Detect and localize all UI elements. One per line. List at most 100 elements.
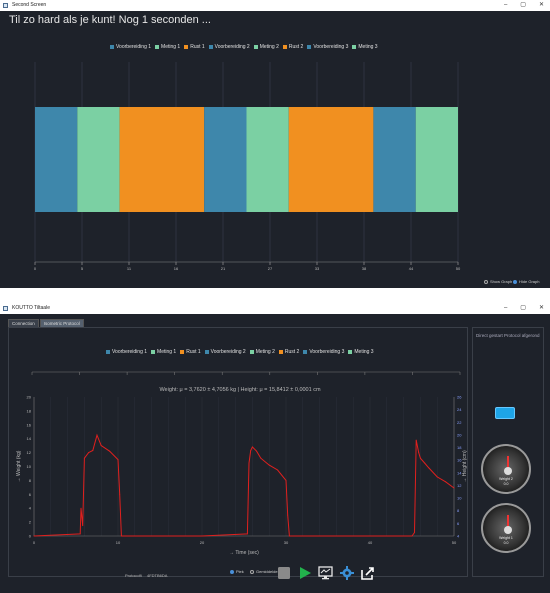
timeline-segment: [415, 107, 458, 212]
x-axis-label: → Time (sec): [229, 550, 259, 556]
settings-button[interactable]: [339, 565, 354, 580]
gear-icon: [339, 565, 354, 580]
data-point: [92, 450, 94, 452]
y-right-tick-label: 12: [457, 483, 462, 488]
app-icon: [3, 3, 8, 8]
legend-swatch: [348, 350, 353, 354]
legend-swatch: [307, 45, 312, 49]
legend-item: Voorbereiding 2: [204, 349, 246, 355]
x-tick-label: 40: [368, 540, 373, 545]
gauge-needle: [507, 456, 509, 470]
gauge-needle: [507, 515, 509, 529]
legend-label: Rust 1: [190, 44, 205, 50]
legend-label: Meting 1: [161, 44, 181, 50]
data-point: [415, 439, 417, 441]
show-graph-option[interactable]: Show Graph: [484, 279, 512, 284]
data-point: [436, 476, 438, 478]
data-point: [285, 479, 287, 481]
legend-label: Voorbereiding 1: [116, 44, 152, 50]
second-screen-window: Second Screen – ▢ ✕ Til zo hard als je k…: [0, 0, 550, 288]
data-point: [453, 487, 455, 489]
gauge-knob: [504, 526, 512, 534]
legend-swatch: [151, 350, 156, 354]
peak-option[interactable]: Piek: [230, 569, 244, 574]
data-point: [82, 525, 84, 527]
y-right-tick-label: 18: [457, 445, 462, 450]
maximize-icon[interactable]: ▢: [520, 305, 526, 311]
y-right-tick-label: 26: [457, 395, 462, 400]
legend-item: Rust 2: [282, 44, 303, 50]
legend-label: Rust 1: [186, 349, 201, 355]
y-right-tick-label: 10: [457, 496, 462, 501]
data-point: [201, 535, 203, 537]
legend-label: Meting 1: [157, 349, 177, 355]
gauge-label: Weight 1: [499, 536, 513, 540]
legend-swatch: [204, 350, 209, 354]
y-axis-label: → Weight (kg): [16, 450, 22, 482]
play-button[interactable]: [297, 565, 312, 580]
timeline-segment: [373, 107, 416, 212]
y-right-tick-label: 24: [457, 407, 462, 412]
screen-button[interactable]: [318, 565, 333, 580]
close-icon[interactable]: ✕: [538, 305, 544, 311]
title-bar[interactable]: KOUTTO Tiltaale – ▢ ✕: [0, 303, 550, 314]
x-tick-label: 0: [34, 266, 37, 271]
legend-item: Voorbereiding 2: [208, 44, 250, 50]
legend-label: Voorbereiding 3: [309, 349, 345, 355]
legend-swatch: [249, 350, 254, 354]
x-tick-label: 5: [81, 266, 84, 271]
legend-item: Meting 2: [253, 44, 279, 50]
data-point: [246, 533, 248, 535]
window-title: KOUTTO Tiltaale: [12, 305, 50, 311]
legend-item: Voorbereiding 1: [110, 44, 151, 50]
instruction-heading: Til zo hard als je kunt! Nog 1 seconden …: [9, 14, 211, 26]
peak-radio[interactable]: [230, 569, 234, 574]
connect-button[interactable]: [495, 407, 515, 419]
average-option[interactable]: Gemiddelde: [250, 569, 278, 574]
data-point: [288, 535, 290, 537]
legend-label: Rust 2: [284, 349, 300, 355]
legend-label: Meting 2: [259, 44, 279, 50]
legend-swatch: [106, 350, 110, 354]
hide-graph-radio[interactable]: [513, 279, 517, 284]
timeline-segment: [35, 107, 78, 212]
y-tick-label: 2: [29, 520, 32, 525]
legend-item: Meting 1: [155, 44, 180, 50]
y-right-tick-label: 8: [457, 508, 460, 513]
gauge-label: Weight 2: [499, 477, 513, 481]
y-tick-label: 4: [29, 506, 32, 511]
minimize-icon[interactable]: –: [503, 2, 508, 8]
data-point: [119, 493, 121, 495]
close-icon[interactable]: ✕: [538, 2, 544, 8]
measurement-chart: Weight: μ = 3,7620 ± 4,7056 kg | Height:…: [16, 371, 468, 556]
x-tick-label: 27: [268, 266, 273, 271]
data-point: [33, 535, 35, 537]
maximize-icon[interactable]: ▢: [520, 2, 526, 8]
data-point: [428, 467, 430, 469]
x-tick-label: 11: [127, 266, 132, 271]
data-point: [120, 535, 122, 537]
data-point: [109, 450, 111, 452]
title-bar[interactable]: Second Screen – ▢ ✕: [0, 0, 550, 11]
export-icon: [360, 566, 374, 580]
protocol-status-note: Direct gestart Protocol afgerond: [476, 333, 540, 338]
weight-gauge-1: Weight 1 0.0: [481, 503, 531, 553]
legend-item: Rust 1: [180, 349, 201, 355]
legend-label: Voorbereiding 2: [210, 349, 246, 355]
average-label: Gemiddelde: [256, 569, 278, 574]
show-graph-radio[interactable]: [484, 279, 488, 284]
legend-swatch: [184, 45, 189, 49]
data-point: [419, 457, 421, 459]
stop-button[interactable]: [276, 565, 291, 580]
chart-legend: Voorbereiding 1 Meting 1 Rust 1 Voorbereidi…: [110, 44, 378, 50]
y-tick-label: 18: [27, 408, 32, 413]
hide-graph-option[interactable]: Hide Graph: [513, 279, 539, 284]
average-radio[interactable]: [250, 569, 254, 574]
data-point: [88, 452, 90, 454]
export-button[interactable]: [360, 565, 375, 580]
x-tick-label: 20: [200, 540, 205, 545]
legend-swatch: [282, 45, 287, 49]
main-app-window: KOUTTO Tiltaale – ▢ ✕ Connection Isometr…: [0, 303, 550, 593]
legend-item: Meting 2: [249, 349, 275, 355]
minimize-icon[interactable]: –: [503, 305, 508, 311]
